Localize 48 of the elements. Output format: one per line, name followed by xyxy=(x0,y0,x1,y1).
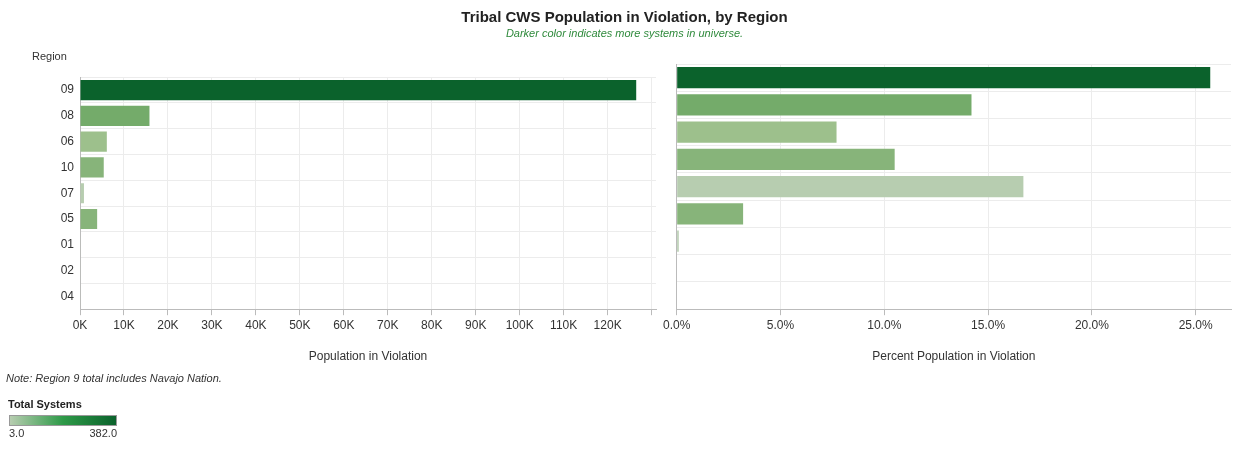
color-bar-label: 382.0 xyxy=(89,427,117,439)
bar xyxy=(80,105,150,126)
y-tick-label: 07 xyxy=(60,185,75,200)
y-tick-label: 08 xyxy=(60,108,75,123)
x-tick-label: 5.0% xyxy=(766,317,795,332)
x-axis-title: Population in Violation xyxy=(308,349,428,364)
x-tick-label: 30K xyxy=(201,317,223,332)
bar xyxy=(80,208,98,230)
bar xyxy=(677,148,895,170)
color-bar-label: 3.0 xyxy=(9,427,25,439)
y-tick-label: 06 xyxy=(60,133,75,148)
x-tick-label: 0K xyxy=(72,317,88,332)
chart-subtitle: Darker color indicates more systems in universe. xyxy=(504,27,745,39)
bar xyxy=(677,67,1211,89)
bar xyxy=(677,175,1024,198)
x-tick-label: 25.0% xyxy=(1178,317,1214,332)
y-tick-label: 10 xyxy=(60,159,75,174)
x-tick-label: 120K xyxy=(593,317,622,332)
text: Note: Region 9 total includes Navajo Nation. xyxy=(6,372,222,384)
x-tick-label: 10.0% xyxy=(867,317,902,332)
x-tick-label: 15.0% xyxy=(971,317,1006,332)
color-bar-title: Total Systems xyxy=(8,398,82,410)
bar xyxy=(80,80,637,101)
y-axis-title: Region xyxy=(32,50,67,62)
x-tick-label: 70K xyxy=(377,317,399,332)
chart-title: Tribal CWS Population in Violation, by Region xyxy=(460,8,789,25)
x-tick-label: 20.0% xyxy=(1074,317,1110,332)
bar xyxy=(677,203,744,225)
x-tick-label: 80K xyxy=(421,317,443,332)
x-tick-label: 100K xyxy=(505,317,534,332)
y-tick-label: 01 xyxy=(60,237,75,252)
x-tick-label: 20K xyxy=(157,317,179,332)
x-tick-label: 0.0% xyxy=(663,317,691,332)
x-axis-title: Percent Population in Violation xyxy=(872,349,1036,364)
x-tick-label: 110K xyxy=(550,317,578,332)
y-tick-label: 02 xyxy=(60,262,75,277)
y-tick-label: 04 xyxy=(60,288,75,303)
y-tick-label: 05 xyxy=(60,211,75,226)
x-tick-label: 60K xyxy=(333,317,355,332)
bar xyxy=(80,157,104,178)
x-tick-label: 90K xyxy=(465,317,487,332)
y-tick-label: 09 xyxy=(60,82,75,97)
x-tick-label: 10K xyxy=(113,317,135,332)
bar xyxy=(677,121,837,143)
bar xyxy=(677,94,972,116)
x-tick-label: 50K xyxy=(289,317,311,332)
x-tick-label: 40K xyxy=(245,317,267,332)
bar xyxy=(80,131,107,152)
